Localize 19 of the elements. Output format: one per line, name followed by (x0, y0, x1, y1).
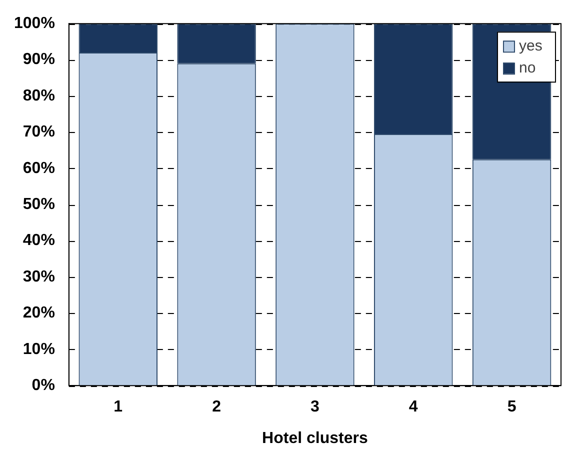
y-tick-label: 70% (22, 124, 55, 141)
x-tick-label: 5 (507, 398, 516, 416)
y-tick-label: 80% (22, 87, 55, 104)
x-tick-label: 1 (114, 398, 123, 416)
y-tick-label: 10% (22, 340, 55, 358)
y-tick-label: 50% (22, 196, 55, 214)
x-axis-title: Hotel clusters (262, 430, 368, 447)
y-tick-label: 100% (14, 15, 55, 32)
y-tick-label: 90% (22, 51, 55, 68)
y-tick-label: 20% (22, 304, 55, 322)
legend-label: no (519, 60, 536, 77)
x-tick-label: 3 (310, 398, 320, 416)
legend-label: yes (519, 38, 542, 55)
y-tick-label: 60% (22, 160, 55, 177)
x-tick-label: 4 (408, 398, 418, 416)
y-tick-label: 40% (22, 232, 55, 250)
y-tick-label: 0% (32, 377, 55, 394)
x-tick-label: 2 (212, 398, 222, 416)
y-tick-label: 30% (22, 268, 55, 286)
